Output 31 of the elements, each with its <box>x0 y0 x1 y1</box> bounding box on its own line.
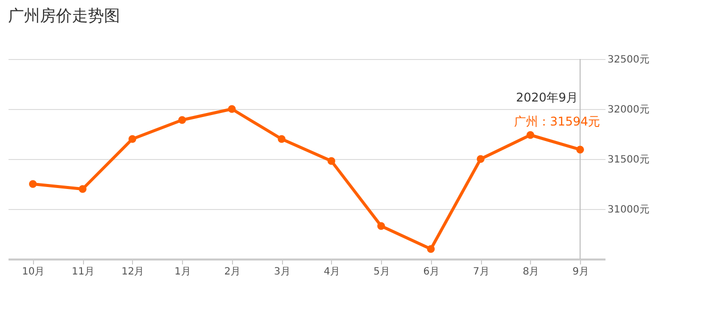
point <box>576 146 584 154</box>
x-tick-label: 12月 <box>122 266 144 278</box>
x-tick-label: 4月 <box>324 266 340 278</box>
x-tick-label: 5月 <box>373 266 390 278</box>
point <box>178 116 186 124</box>
annotation: 2020年9月 <box>516 90 578 105</box>
point <box>78 185 86 193</box>
x-tick-label: 10月 <box>22 266 45 278</box>
point <box>328 157 336 165</box>
point <box>228 105 236 113</box>
annotation: 广州：31594元 <box>514 114 600 129</box>
x-tick-label: 3月 <box>274 266 290 278</box>
x-tick-label: 8月 <box>522 266 540 278</box>
y-tick-label: 32500元 <box>608 54 650 66</box>
point <box>427 245 435 253</box>
point <box>377 222 385 230</box>
x-tick-label: 1月 <box>174 266 191 278</box>
y-tick-label: 31000元 <box>608 204 650 216</box>
point <box>278 135 286 143</box>
x-tick-label: 2月 <box>224 266 241 278</box>
x-tick-label: 7月 <box>472 266 490 278</box>
point <box>476 155 484 163</box>
y-tick-label: 32000元 <box>608 104 650 116</box>
point <box>128 135 136 143</box>
y-tick-label: 31500元 <box>608 154 650 166</box>
x-tick-label: 6月 <box>423 266 440 278</box>
point <box>29 180 37 188</box>
chart-title: 广州房价走势图 <box>8 6 120 25</box>
x-tick-label: 9月 <box>572 266 589 278</box>
x-tick-label: 11月 <box>72 266 94 278</box>
point <box>526 131 534 139</box>
